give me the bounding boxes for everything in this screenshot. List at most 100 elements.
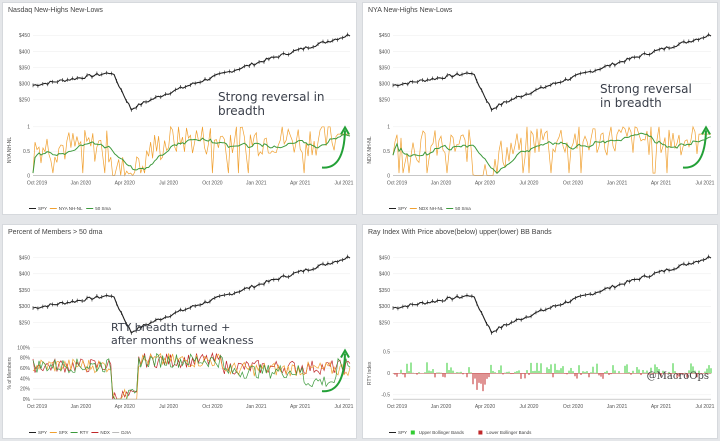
upper-bb-bar <box>698 370 700 374</box>
lower-bb-bar <box>648 373 650 375</box>
x-tick-label: Jan 2021 <box>246 404 267 410</box>
lower-bb-bar <box>512 373 514 374</box>
legend-label: SPY <box>38 206 47 211</box>
upper-bb-bar <box>704 371 706 374</box>
x-tick-label: Apr 2021 <box>651 404 672 410</box>
y-tick-label: $400 <box>379 272 390 278</box>
upper-bb-bar <box>494 372 496 374</box>
x-tick-label: Jul 2020 <box>520 404 539 410</box>
upper-bb-bar <box>646 370 648 374</box>
lower-bb-bar <box>602 373 604 379</box>
upper-bb-bar <box>554 363 556 374</box>
upper-bb-bar <box>638 369 640 374</box>
upper-bb-bar <box>604 371 606 374</box>
y-tick-label: $350 <box>19 288 30 294</box>
y-tick-label: $350 <box>379 65 390 71</box>
legend-label: RTY <box>80 430 89 435</box>
x-tick-label: Apr 2020 <box>475 181 496 187</box>
upper-bb-bar <box>432 369 434 374</box>
upper-bb-bar <box>506 371 508 374</box>
reversal-arrowhead <box>701 125 711 135</box>
upper-bb-bar <box>408 371 410 374</box>
upper-bb-bar <box>614 370 616 374</box>
lower-bb-bar <box>640 373 642 376</box>
upper-bb-bar <box>518 370 520 374</box>
legend-label: NDX NH-NL <box>419 206 444 211</box>
panel-nasdaq-nhnl: Nasdaq New-Highs New-Lows $450 $400 $350 $3… <box>2 2 357 215</box>
lower-bb-bar <box>472 373 474 385</box>
lower-bb-bar <box>652 373 654 375</box>
x-tick-label: Oct 2019 <box>387 181 408 187</box>
upper-bb-bar <box>644 372 646 374</box>
panel-title: Percent of Members > 50 dma <box>8 229 103 236</box>
chart-percent-members: $450 $400 $350 $300 $250 100% 80% 60% 40% 20% 0% % … <box>7 254 354 435</box>
upper-bb-bar <box>584 371 586 374</box>
y-tick-label: $450 <box>19 255 30 261</box>
lower-bb-bar <box>442 373 444 377</box>
x-tick-label: Apr 2020 <box>115 181 136 187</box>
upper-bb-bar <box>440 372 442 374</box>
spx-members-line <box>32 352 351 400</box>
lower-bb-bar <box>610 373 612 375</box>
upper-bb-bar <box>538 370 540 374</box>
lower-bb-bar <box>466 373 468 378</box>
lower-bb-bar <box>478 373 480 383</box>
lower-bb-bar <box>404 373 406 378</box>
y-tick-label: $400 <box>379 49 390 55</box>
upper-bb-bar <box>658 369 660 374</box>
upper-bb-bar <box>540 363 542 374</box>
upper-bb-bar <box>596 363 598 374</box>
y-tick-label: 100% <box>17 345 30 351</box>
panel-ray-index-bb: Ray Index With Price above(below) upper(… <box>362 224 718 439</box>
upper-bb-bar <box>412 372 414 374</box>
upper-bb-bar <box>710 368 712 374</box>
legend-swatch <box>478 430 483 435</box>
y-axis-label: RTY Index <box>367 361 373 385</box>
lower-bb-bar <box>598 373 600 376</box>
upper-bb-bar <box>504 372 506 374</box>
x-tick-label: Jul 2021 <box>335 404 354 410</box>
upper-bb-bar <box>526 370 528 374</box>
upper-bb-bar <box>458 372 460 374</box>
chart-nasdaq-nhnl: $450 $400 $350 $300 $250 1 0.5 0 NYA NH-NL Oct 20… <box>7 32 354 211</box>
upper-bb-bar <box>430 371 432 374</box>
lower-bb-bar <box>686 373 688 378</box>
upper-bb-bar <box>642 370 644 374</box>
lower-bb-bar <box>484 373 486 385</box>
lower-bb-bar <box>630 373 632 375</box>
y-tick-label: 0 <box>27 173 30 179</box>
x-tick-label: Apr 2020 <box>475 404 496 410</box>
y-tick-label: -0.5 <box>381 393 390 399</box>
legend-label: NYA NH-NL <box>59 206 83 211</box>
annotation-text: after months of weakness <box>111 334 254 347</box>
upper-bb-bar <box>578 365 580 374</box>
upper-bb-bar <box>572 371 574 374</box>
upper-bb-bar <box>672 363 674 374</box>
y-tick-label: 80% <box>20 356 31 362</box>
upper-bb-bar <box>562 366 564 374</box>
upper-bb-bar <box>410 362 412 374</box>
y-tick-label: $450 <box>379 33 390 39</box>
sma-50-line <box>392 132 712 174</box>
upper-bb-bar <box>470 372 472 374</box>
y-tick-label: $250 <box>379 320 390 326</box>
lower-bb-bar <box>476 373 478 390</box>
x-tick-label: Oct 2020 <box>563 181 584 187</box>
x-tick-label: Jul 2021 <box>696 404 715 410</box>
upper-bb-bar <box>708 365 710 374</box>
x-tick-label: Jan 2020 <box>71 404 92 410</box>
panel-percent-members: Percent of Members > 50 dma $450 $400 $350… <box>2 224 357 439</box>
upper-bb-bar <box>612 365 614 374</box>
y-tick-label: $250 <box>379 98 390 104</box>
lower-bb-bar <box>608 373 610 375</box>
upper-bb-bar <box>456 372 458 374</box>
y-tick-label: 20% <box>20 387 31 393</box>
x-tick-label: Oct 2020 <box>202 404 223 410</box>
y-axis-label: NDX NH-NL <box>367 136 373 163</box>
upper-bb-bar <box>606 370 608 374</box>
x-tick-label: Jul 2021 <box>696 181 715 187</box>
lower-bb-bar <box>394 373 396 375</box>
lower-bb-bar <box>682 373 684 376</box>
breadth-line <box>392 125 711 176</box>
breadth-line <box>32 125 350 177</box>
